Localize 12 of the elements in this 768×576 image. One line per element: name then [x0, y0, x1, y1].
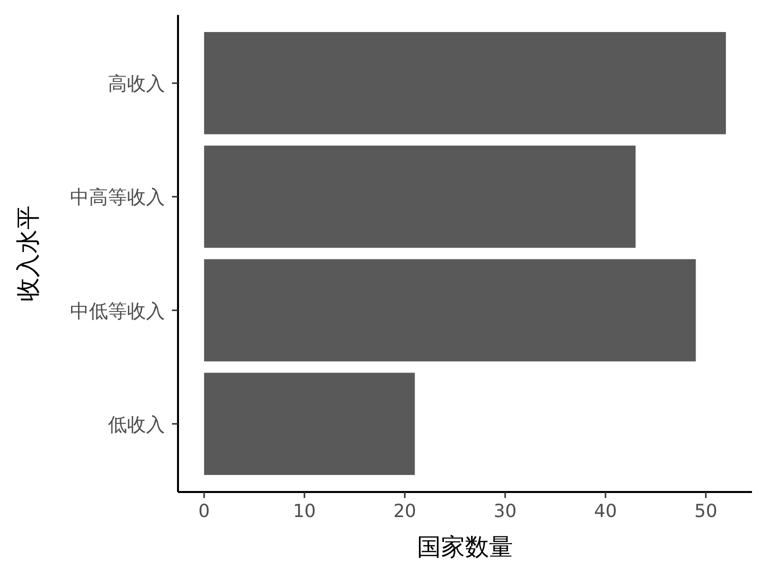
x-tick-label: 50	[694, 501, 718, 522]
x-tick-label: 30	[494, 501, 517, 522]
x-tick-label: 20	[393, 501, 416, 522]
y-axis-title: 收入水平	[14, 206, 42, 302]
x-tick-label: 40	[594, 501, 617, 522]
y-tick-label: 中高等收入	[70, 186, 165, 209]
y-tick-label: 中低等收入	[70, 300, 165, 322]
x-axis-title: 国家数量	[417, 533, 513, 561]
y-tick-label: 高收入	[108, 73, 165, 96]
y-tick-label: 低收入	[108, 414, 165, 436]
x-tick-label: 0	[198, 501, 210, 522]
x-tick-label: 10	[292, 501, 316, 522]
